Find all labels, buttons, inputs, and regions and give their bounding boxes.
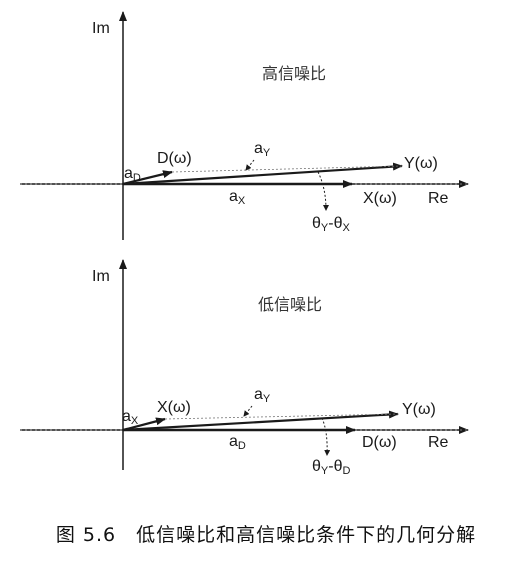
top-a-small-label: aD xyxy=(124,165,141,184)
bottom-re-label: Re xyxy=(428,434,449,451)
bottom-y-vector xyxy=(122,410,399,432)
top-y-vector xyxy=(122,162,403,186)
top-x-label: X(ω) xyxy=(363,190,397,207)
bottom-a-small-label: aX xyxy=(122,408,139,427)
bottom-y-label: Y(ω) xyxy=(402,401,436,418)
bottom-angle-label: θY-θD xyxy=(312,458,350,477)
top-im-label: Im xyxy=(92,20,110,37)
bottom-angle-arc xyxy=(321,417,331,456)
bottom-x-vector xyxy=(122,417,166,432)
bottom-title: 低信噪比 xyxy=(258,295,322,314)
top-ay-label: aY xyxy=(254,140,271,159)
bottom-diagram: Im 低信噪比 aX X(ω) aY Y(ω) aD D(ω) Re θY-θD xyxy=(20,259,470,477)
bottom-ay-label: aY xyxy=(254,386,271,405)
figure-caption: 图 5.6 低信噪比和高信噪比条件下的几何分解 xyxy=(55,524,477,546)
top-ax-label: aX xyxy=(229,188,246,207)
bottom-d-label: D(ω) xyxy=(362,434,397,451)
top-y-label: Y(ω) xyxy=(404,155,438,172)
top-angle-arc xyxy=(317,171,329,211)
top-d-vector xyxy=(122,170,173,186)
bottom-ay-indicator xyxy=(243,405,253,417)
bottom-ay-dotted-line xyxy=(164,413,399,420)
bottom-x-label: X(ω) xyxy=(157,399,191,416)
bottom-im-label: Im xyxy=(92,268,110,285)
top-ay-indicator xyxy=(245,159,255,171)
top-angle-label: θY-θX xyxy=(312,215,350,234)
top-diagram: Im 高信噪比 aD D(ω) aY Y(ω) aX X(ω) Re θY-θX xyxy=(20,11,470,240)
top-title: 高信噪比 xyxy=(262,64,326,83)
top-re-label: Re xyxy=(428,190,449,207)
top-d-label: D(ω) xyxy=(157,150,192,167)
bottom-ad-label: aD xyxy=(229,433,246,452)
